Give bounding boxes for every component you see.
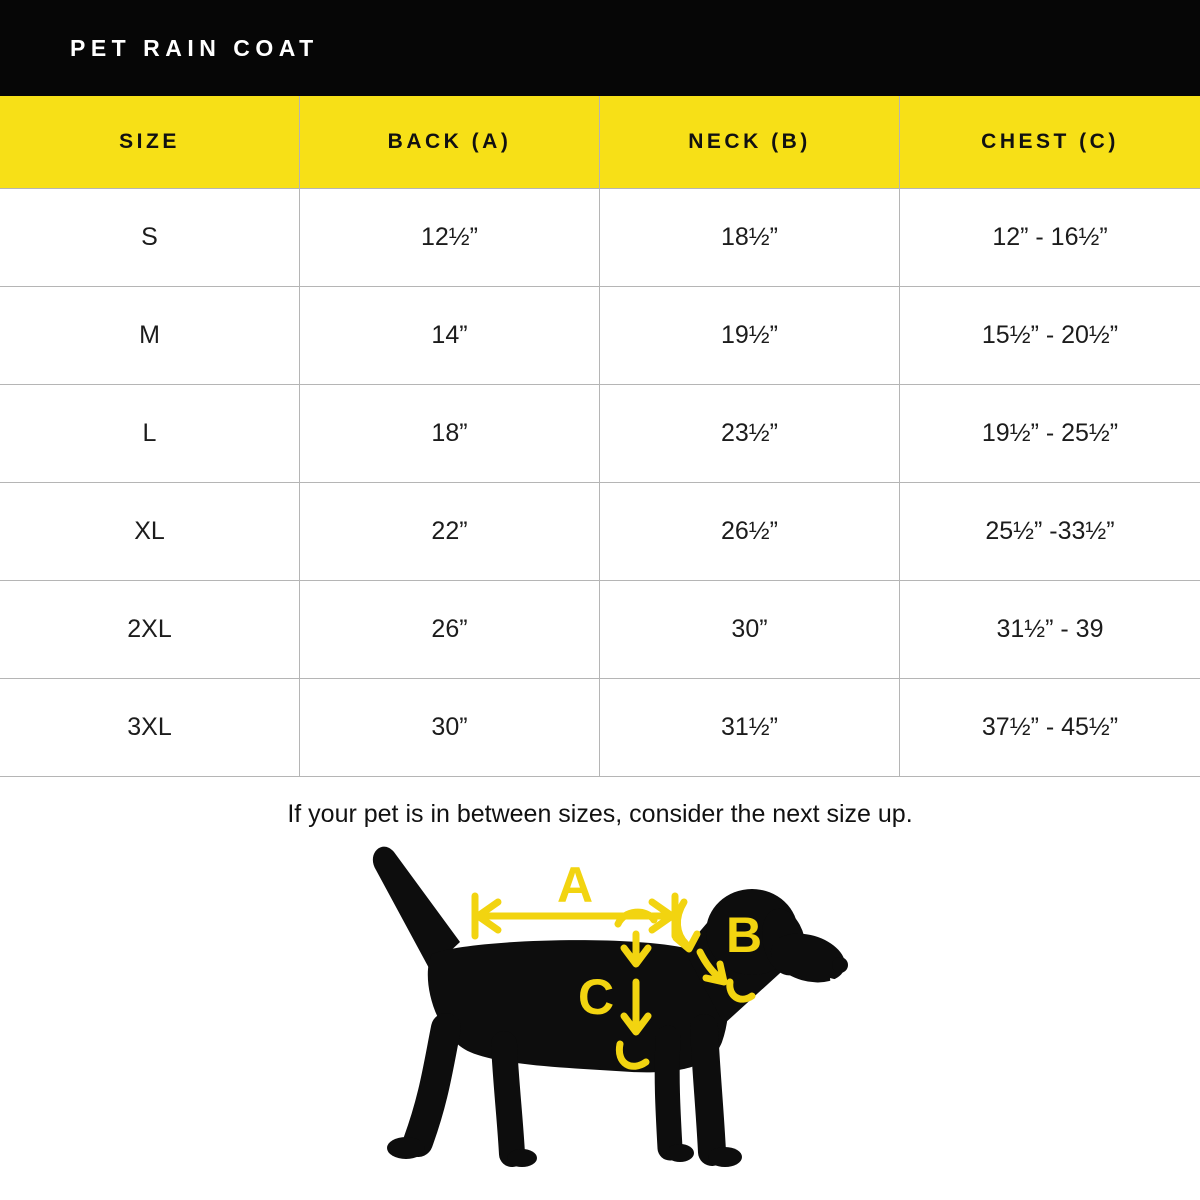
column-header-neck: NECK (B) — [600, 96, 900, 189]
sizing-note: If your pet is in between sizes, conside… — [287, 800, 913, 828]
cell-neck: 26½” — [600, 483, 900, 581]
dog-front-leg-far — [654, 1025, 683, 1161]
cell-size: 2XL — [0, 581, 300, 679]
cell-size: S — [0, 189, 300, 287]
dog-mouth-notch — [830, 978, 846, 996]
cell-chest: 12” - 16½” — [900, 189, 1200, 287]
dog-paw — [666, 1144, 694, 1162]
dog-hind-leg-near — [403, 1013, 461, 1157]
size-chart-table: SIZE BACK (A) NECK (B) CHEST (C) S 12½” … — [0, 96, 1200, 777]
cell-neck: 18½” — [600, 189, 900, 287]
cell-back: 12½” — [300, 189, 600, 287]
column-header-size: SIZE — [0, 96, 300, 189]
title-bar: PET RAIN COAT — [0, 0, 1200, 96]
cell-back: 30” — [300, 679, 600, 777]
cell-neck: 23½” — [600, 385, 900, 483]
dog-legs — [403, 1013, 726, 1167]
table-row: 2XL 26” 30” 31½” - 39 — [0, 581, 1200, 679]
column-header-chest: CHEST (C) — [900, 96, 1200, 189]
cell-back: 22” — [300, 483, 600, 581]
table-row: M 14” 19½” 15½” - 20½” — [0, 287, 1200, 385]
measurement-c-arrow — [614, 908, 658, 1070]
cell-chest: 37½” - 45½” — [900, 679, 1200, 777]
measurement-a-label: A — [557, 857, 593, 913]
column-header-back: BACK (A) — [300, 96, 600, 189]
dog-front-leg-near — [690, 1014, 726, 1166]
cell-size: M — [0, 287, 300, 385]
table-header-row: SIZE BACK (A) NECK (B) CHEST (C) — [0, 96, 1200, 189]
cell-back: 26” — [300, 581, 600, 679]
table-row: L 18” 23½” 19½” - 25½” — [0, 385, 1200, 483]
dog-paw — [387, 1137, 425, 1159]
dog-paws — [387, 1137, 742, 1167]
dog-hind-leg-far — [491, 1031, 525, 1167]
cell-size: 3XL — [0, 679, 300, 777]
table-row: 3XL 30” 31½” 37½” - 45½” — [0, 679, 1200, 777]
dog-snout — [770, 933, 846, 983]
dog-tail — [372, 846, 460, 970]
cell-chest: 25½” -33½” — [900, 483, 1200, 581]
cell-size: XL — [0, 483, 300, 581]
page-title: PET RAIN COAT — [70, 34, 319, 61]
cell-chest: 31½” - 39 — [900, 581, 1200, 679]
cell-back: 18” — [300, 385, 600, 483]
cell-neck: 31½” — [600, 679, 900, 777]
measurement-c-label: C — [578, 969, 614, 1025]
cell-neck: 30” — [600, 581, 900, 679]
dog-measurement-diagram: A B C — [372, 846, 848, 1167]
cell-chest: 15½” - 20½” — [900, 287, 1200, 385]
table-row: XL 22” 26½” 25½” -33½” — [0, 483, 1200, 581]
measurement-b-arrow — [672, 898, 756, 1003]
table-row: S 12½” 18½” 12” - 16½” — [0, 189, 1200, 287]
dog-paw — [507, 1149, 537, 1167]
dog-paw — [708, 1147, 742, 1167]
dog-nose — [832, 957, 848, 973]
cell-neck: 19½” — [600, 287, 900, 385]
cell-size: L — [0, 385, 300, 483]
cell-back: 14” — [300, 287, 600, 385]
measurement-b-label: B — [726, 907, 762, 963]
cell-chest: 19½” - 25½” — [900, 385, 1200, 483]
